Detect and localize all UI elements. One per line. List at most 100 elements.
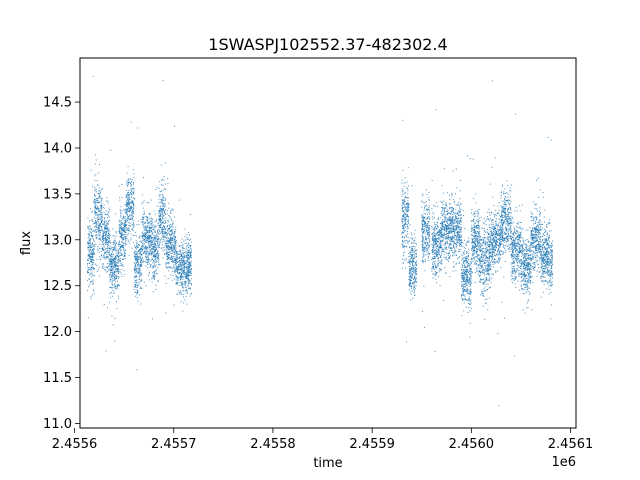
data-point — [440, 229, 442, 231]
data-point — [433, 256, 435, 257]
data-point — [433, 231, 435, 233]
data-point — [444, 209, 446, 211]
data-point — [410, 260, 412, 262]
data-point — [435, 246, 437, 248]
data-point — [146, 234, 148, 236]
data-point — [132, 201, 134, 203]
data-point — [98, 247, 100, 249]
data-point — [441, 185, 443, 187]
data-point — [116, 286, 118, 288]
data-point — [87, 217, 89, 219]
data-point — [120, 249, 122, 251]
data-point — [178, 245, 180, 247]
data-point — [140, 279, 142, 281]
data-point — [128, 218, 130, 220]
data-point — [404, 182, 406, 184]
data-point — [409, 291, 411, 293]
data-point — [142, 221, 144, 223]
data-point — [90, 296, 92, 298]
data-point — [141, 287, 143, 289]
data-point — [188, 278, 190, 280]
data-point — [87, 262, 89, 264]
data-point — [119, 254, 121, 256]
data-point — [132, 202, 134, 204]
data-point — [113, 249, 115, 251]
data-point — [453, 233, 455, 235]
data-point — [88, 228, 90, 230]
data-point — [108, 269, 110, 271]
data-point — [161, 198, 163, 200]
data-point — [111, 258, 113, 260]
data-point — [441, 236, 443, 238]
data-point — [187, 258, 189, 260]
data-point — [422, 262, 424, 264]
data-point — [113, 235, 115, 237]
data-point — [107, 242, 109, 244]
data-point — [404, 246, 406, 248]
data-point — [88, 257, 90, 259]
data-point — [92, 263, 94, 265]
data-point — [170, 239, 172, 241]
data-point — [448, 223, 450, 225]
data-point — [151, 239, 153, 241]
data-point — [106, 216, 108, 218]
data-point — [138, 252, 140, 254]
data-point — [455, 168, 457, 170]
data-point — [438, 261, 440, 263]
data-point — [404, 221, 406, 223]
data-point — [443, 300, 444, 302]
data-point — [403, 210, 405, 212]
data-point — [426, 230, 428, 232]
data-point — [448, 247, 450, 249]
data-point — [186, 273, 188, 275]
data-point — [154, 251, 156, 253]
data-point — [175, 243, 176, 245]
data-point — [185, 248, 187, 250]
data-point — [121, 221, 123, 223]
data-point — [139, 250, 141, 252]
data-point — [447, 236, 449, 238]
data-point — [190, 262, 192, 264]
data-point — [99, 218, 101, 220]
data-point — [121, 223, 123, 225]
data-point — [170, 248, 172, 250]
data-point — [450, 238, 452, 240]
data-point — [110, 297, 112, 299]
data-point — [108, 228, 110, 230]
data-point — [451, 216, 453, 218]
data-point — [141, 241, 143, 243]
data-point — [401, 219, 403, 221]
data-point — [173, 238, 175, 240]
data-point — [438, 260, 440, 262]
data-point — [107, 250, 109, 252]
data-point — [456, 229, 458, 231]
data-point — [147, 250, 149, 252]
data-point — [176, 262, 178, 264]
data-point — [172, 266, 174, 268]
data-point — [407, 227, 409, 229]
data-point — [100, 208, 102, 210]
data-point — [401, 209, 403, 211]
data-point — [132, 221, 134, 223]
data-point — [151, 252, 153, 254]
data-point — [404, 223, 406, 225]
data-point — [428, 221, 430, 223]
data-point — [102, 247, 104, 249]
data-point — [183, 294, 185, 296]
data-point — [185, 277, 187, 279]
data-point — [411, 234, 413, 236]
data-point — [170, 210, 172, 212]
data-point — [188, 254, 190, 256]
data-point — [168, 228, 170, 230]
data-point — [444, 218, 446, 220]
data-point — [456, 219, 458, 221]
data-point — [147, 246, 149, 248]
data-point — [442, 192, 444, 194]
data-point — [115, 257, 117, 259]
data-point — [437, 225, 439, 227]
data-point — [173, 271, 175, 273]
data-point — [425, 242, 427, 244]
data-point — [459, 239, 461, 241]
data-point — [134, 269, 136, 271]
data-point — [457, 241, 459, 243]
